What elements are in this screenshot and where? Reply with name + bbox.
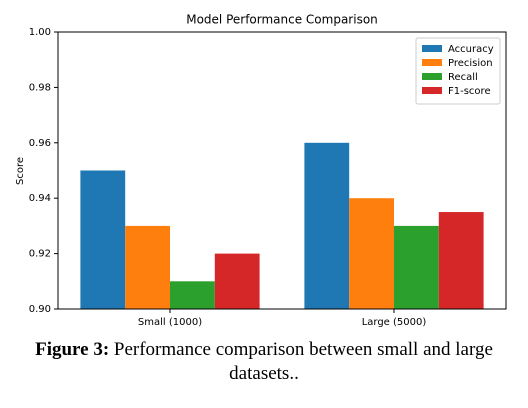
- legend-label: F1-score: [448, 86, 491, 97]
- bar: [80, 170, 126, 309]
- y-tick-label: 0.96: [29, 138, 51, 149]
- chart-title: Model Performance Comparison: [186, 13, 378, 27]
- x-tick-label: Large (5000): [362, 317, 427, 328]
- y-tick-label: 1.00: [29, 27, 51, 38]
- bar: [125, 225, 170, 309]
- x-tick-label: Small (1000): [138, 317, 202, 328]
- caption-text: Performance comparison between small and…: [109, 339, 493, 384]
- legend-swatch: [422, 87, 442, 94]
- caption-label: Figure 3:: [35, 339, 110, 360]
- plot-frame: [57, 31, 507, 310]
- bar: [304, 142, 350, 309]
- bar: [349, 198, 394, 309]
- legend-swatch: [422, 73, 442, 80]
- figure-caption: Figure 3: Performance comparison between…: [14, 338, 514, 386]
- bar: [214, 253, 260, 309]
- y-tick-label: 0.94: [29, 193, 51, 204]
- legend-label: Recall: [448, 72, 478, 83]
- legend-swatch: [422, 45, 442, 52]
- bar: [438, 212, 484, 309]
- legend-swatch: [422, 59, 442, 66]
- y-tick-label: 0.98: [29, 82, 51, 93]
- legend-label: Precision: [448, 58, 493, 69]
- y-axis-label: Score: [15, 157, 26, 185]
- bar: [394, 225, 439, 309]
- y-tick-label: 0.92: [29, 249, 51, 260]
- legend-label: Accuracy: [448, 44, 494, 55]
- y-tick-label: 0.90: [29, 304, 51, 315]
- bar: [170, 281, 215, 309]
- chart: Model Performance Comparison Score 0.90 0…: [15, 13, 507, 328]
